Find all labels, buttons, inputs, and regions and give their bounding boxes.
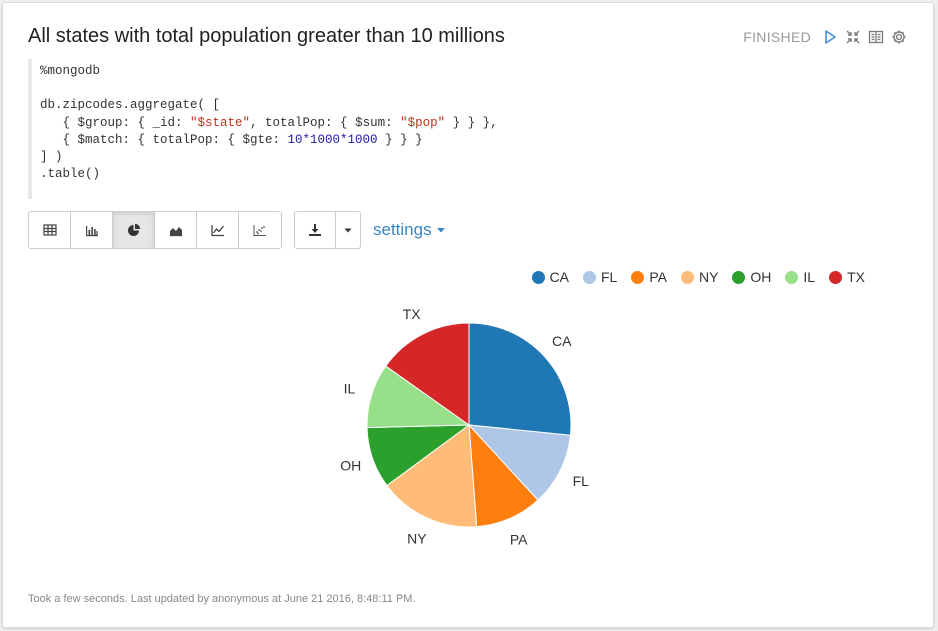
legend-swatch <box>829 270 843 284</box>
legend-swatch <box>680 270 694 284</box>
legend-label: FL <box>600 269 618 285</box>
pie-label-pa: PA <box>510 532 528 548</box>
pie-slice-ny[interactable] <box>386 424 478 528</box>
legend-swatch <box>582 270 596 284</box>
chart-legend: CA FL PA NY OH IL TX <box>531 269 865 285</box>
area-chart-icon <box>169 227 182 237</box>
download-dropdown-toggle[interactable] <box>336 212 360 248</box>
code-text: ] ) <box>40 149 63 164</box>
pie-label-tx: TX <box>403 306 422 322</box>
pie-label-fl: FL <box>573 473 590 489</box>
code-editor[interactable]: %mongodb db.zipcodes.aggregate( [ { $grou… <box>28 59 908 199</box>
paragraph-footer: Took a few seconds. Last updated by anon… <box>28 593 416 605</box>
pie-slice-pa[interactable] <box>468 423 539 528</box>
line-chart-icon <box>210 225 224 237</box>
collapse-icon[interactable] <box>845 29 861 45</box>
legend-swatch <box>531 270 545 284</box>
code-string: "$state" <box>190 115 251 130</box>
legend-item-ny[interactable]: NY <box>680 269 719 285</box>
pie-label-ca: CA <box>552 333 572 349</box>
code-line: { $match: { totalPop: { $gte: 10*1000*10… <box>40 132 908 149</box>
legend-item-fl[interactable]: FL <box>582 269 618 285</box>
legend-label: PA <box>649 269 667 285</box>
code-line: %mongodb <box>40 63 908 80</box>
status-label: FINISHED <box>743 29 811 45</box>
legend-swatch <box>785 270 799 284</box>
code-text: , totalPop: { $sum: <box>250 115 401 130</box>
visualization-toolbar: settings <box>28 211 446 249</box>
table-icon <box>42 224 57 236</box>
book-icon[interactable] <box>868 29 884 45</box>
pie-slice-tx[interactable] <box>385 322 470 426</box>
code-text: { $match: { totalPop: { $gte: <box>40 132 288 147</box>
pie-chart: CA FL PA NY OH IL TX <box>340 306 590 548</box>
code-string: "$pop" <box>400 115 446 130</box>
code-text: .table() <box>40 167 101 182</box>
download-icon <box>309 224 321 236</box>
legend-item-il[interactable]: IL <box>785 269 815 285</box>
bar-chart-icon <box>85 226 98 237</box>
code-text: db.zipcodes.aggregate( [ <box>40 98 221 113</box>
paragraph-controls: FINISHED <box>743 29 907 45</box>
pie-chart-view-button[interactable] <box>113 212 155 248</box>
pie-label-ny: NY <box>407 531 427 547</box>
bar-chart-view-button[interactable] <box>71 212 113 248</box>
code-text: %mongodb <box>40 64 101 78</box>
gear-icon[interactable] <box>891 29 907 45</box>
code-line: ] ) <box>40 149 908 166</box>
area-chart-view-button[interactable] <box>155 212 197 248</box>
legend-label: NY <box>698 269 719 285</box>
legend-swatch <box>631 270 645 284</box>
download-button-group <box>294 211 361 249</box>
table-view-button[interactable] <box>29 212 71 248</box>
legend-swatch <box>732 270 746 284</box>
code-text: } } }, <box>445 115 498 130</box>
legend-label: IL <box>803 269 816 285</box>
legend-label: TX <box>847 269 865 285</box>
caret-down-icon <box>436 228 445 233</box>
code-line: { $group: { _id: "$state", totalPop: { $… <box>40 115 908 132</box>
code-text: { $group: { _id: <box>40 115 191 130</box>
pie-slice-ca[interactable] <box>468 322 572 436</box>
scatter-chart-view-button[interactable] <box>239 212 281 248</box>
paragraph-title[interactable]: All states with total population greater… <box>28 25 505 47</box>
legend-item-ca[interactable]: CA <box>531 269 569 285</box>
legend-item-oh[interactable]: OH <box>732 269 771 285</box>
code-line: .table() <box>40 166 908 183</box>
settings-toggle[interactable]: settings <box>373 220 446 240</box>
download-button[interactable] <box>295 212 336 248</box>
code-line: db.zipcodes.aggregate( [ <box>40 97 908 114</box>
pie-chart-icon <box>127 223 140 236</box>
legend-label: CA <box>549 269 569 285</box>
code-number: 10*1000*1000 <box>287 132 378 147</box>
legend-label: OH <box>750 269 772 285</box>
pie-slice-fl[interactable] <box>467 424 572 501</box>
caret-down-icon <box>344 228 352 233</box>
view-button-group <box>28 211 282 249</box>
settings-label: settings <box>373 220 432 239</box>
line-chart-view-button[interactable] <box>197 212 239 248</box>
pie-label-il: IL <box>344 381 356 397</box>
legend-item-pa[interactable]: PA <box>631 269 667 285</box>
code-text: } } } <box>377 132 423 147</box>
scatter-chart-icon <box>253 225 266 236</box>
play-icon[interactable] <box>822 29 838 45</box>
pie-label-oh: OH <box>340 458 361 474</box>
legend-item-tx[interactable]: TX <box>829 269 865 285</box>
